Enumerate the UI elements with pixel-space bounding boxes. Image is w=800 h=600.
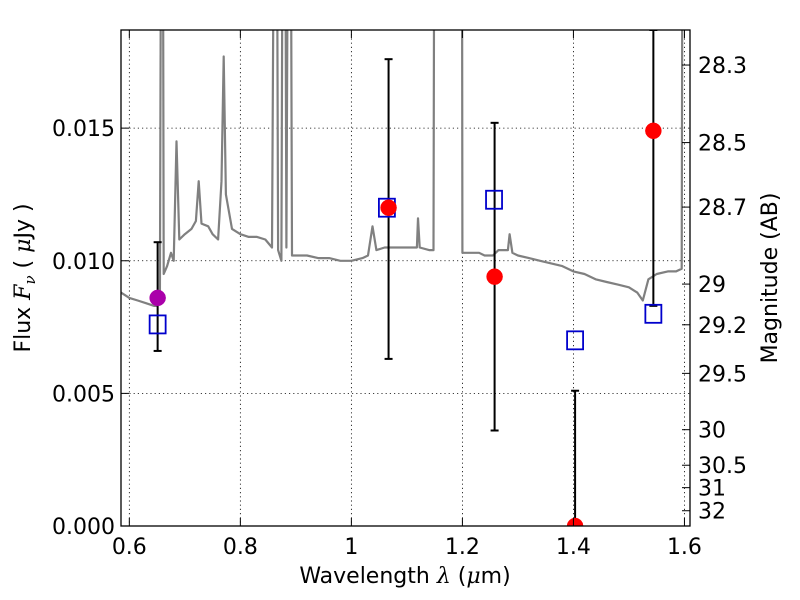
y-tick-label: 0.015: [52, 117, 115, 142]
axis-ticks: [121, 30, 690, 527]
x-tick-label: 0.8: [223, 535, 258, 560]
tick-labels: 0.6 0.8 1 1.2 1.4 1.6 0.000 0.005 0.010 0.015 28.3…: [52, 54, 747, 560]
model-point-square: [644, 303, 663, 324]
x-tick-label: 1.4: [556, 535, 591, 560]
y-tick-label: 0.000: [52, 515, 115, 540]
x-tick-label: 0.6: [112, 535, 147, 560]
y2-tick-label: 28.7: [698, 196, 747, 221]
y-tick-label: 0.010: [52, 250, 115, 275]
plot-frame: [120, 29, 691, 527]
y2-tick-label: 29: [698, 273, 726, 298]
grid-lines: [121, 30, 690, 527]
y2-tick-label: 30.5: [698, 454, 747, 479]
y2-tick-label: 29.2: [698, 314, 747, 339]
model-points-layer: [148, 189, 663, 351]
y-axis-label: Flux Fν ( μJy ): [11, 203, 39, 352]
model-point-square: [148, 314, 167, 335]
observed-point: [486, 268, 503, 285]
observed-point: [380, 199, 397, 216]
x-tick-label: 1.6: [667, 535, 702, 560]
error-bars-layer: [153, 30, 658, 526]
x-tick-label: 1: [344, 535, 358, 560]
y2-tick-label: 28.3: [698, 54, 747, 79]
observed-point: [645, 122, 662, 140]
x-tick-label: 1.2: [445, 535, 480, 560]
y2-tick-label: 30: [698, 419, 726, 444]
model-point-square: [485, 189, 503, 210]
template-spectrum-line: [121, 30, 684, 307]
y2-tick-label: 28.5: [698, 132, 747, 157]
y2-tick-label: 31: [698, 477, 726, 502]
model-point-square: [566, 330, 584, 351]
y2-tick-label: 32: [698, 500, 726, 525]
y-tick-label: 0.005: [52, 382, 115, 407]
y2-tick-label: 29.5: [698, 362, 747, 387]
observed-points-layer: [149, 122, 662, 526]
x-axis-label: Wavelength λ (μm): [299, 564, 510, 589]
observed-point: [149, 289, 166, 307]
y2-axis-label: Magnitude (AB): [758, 193, 783, 364]
template-spectrum-layer: [121, 30, 684, 307]
observed-point: [566, 517, 584, 526]
